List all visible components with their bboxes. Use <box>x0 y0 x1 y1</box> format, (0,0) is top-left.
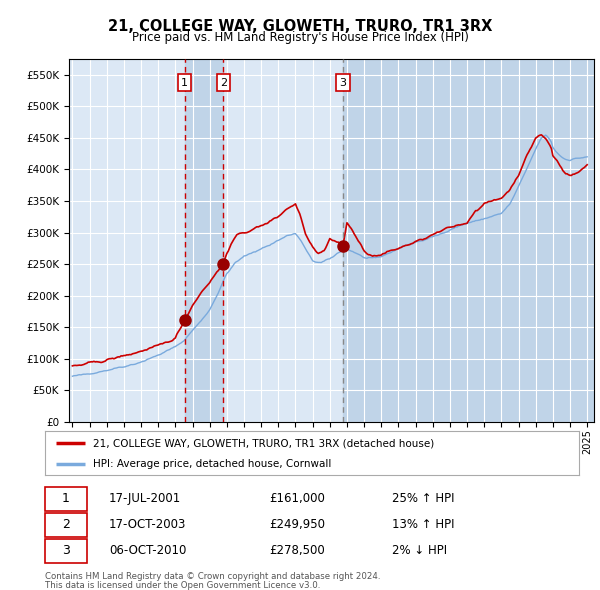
Text: HPI: Average price, detached house, Cornwall: HPI: Average price, detached house, Corn… <box>93 459 331 469</box>
Text: 2% ↓ HPI: 2% ↓ HPI <box>392 544 447 557</box>
Text: 2: 2 <box>220 78 227 87</box>
Text: 17-JUL-2001: 17-JUL-2001 <box>109 492 181 505</box>
Bar <box>185 59 223 422</box>
Text: 06-OCT-2010: 06-OCT-2010 <box>109 544 187 557</box>
Text: 3: 3 <box>62 544 70 557</box>
Text: 13% ↑ HPI: 13% ↑ HPI <box>392 518 455 531</box>
Text: 1: 1 <box>181 78 188 87</box>
Text: 1: 1 <box>62 492 70 505</box>
FancyBboxPatch shape <box>45 487 86 510</box>
Text: Price paid vs. HM Land Registry's House Price Index (HPI): Price paid vs. HM Land Registry's House … <box>131 31 469 44</box>
Text: £161,000: £161,000 <box>269 492 325 505</box>
Bar <box>343 59 596 422</box>
Text: 2: 2 <box>62 518 70 531</box>
Text: 21, COLLEGE WAY, GLOWETH, TRURO, TR1 3RX: 21, COLLEGE WAY, GLOWETH, TRURO, TR1 3RX <box>108 19 492 34</box>
Text: This data is licensed under the Open Government Licence v3.0.: This data is licensed under the Open Gov… <box>45 581 320 589</box>
Text: 25% ↑ HPI: 25% ↑ HPI <box>392 492 455 505</box>
Text: £278,500: £278,500 <box>269 544 325 557</box>
Text: £249,950: £249,950 <box>269 518 325 531</box>
Text: 21, COLLEGE WAY, GLOWETH, TRURO, TR1 3RX (detached house): 21, COLLEGE WAY, GLOWETH, TRURO, TR1 3RX… <box>93 438 434 448</box>
Text: 3: 3 <box>340 78 346 87</box>
Text: Contains HM Land Registry data © Crown copyright and database right 2024.: Contains HM Land Registry data © Crown c… <box>45 572 380 581</box>
FancyBboxPatch shape <box>45 513 86 537</box>
FancyBboxPatch shape <box>45 539 86 563</box>
Text: 17-OCT-2003: 17-OCT-2003 <box>109 518 187 531</box>
